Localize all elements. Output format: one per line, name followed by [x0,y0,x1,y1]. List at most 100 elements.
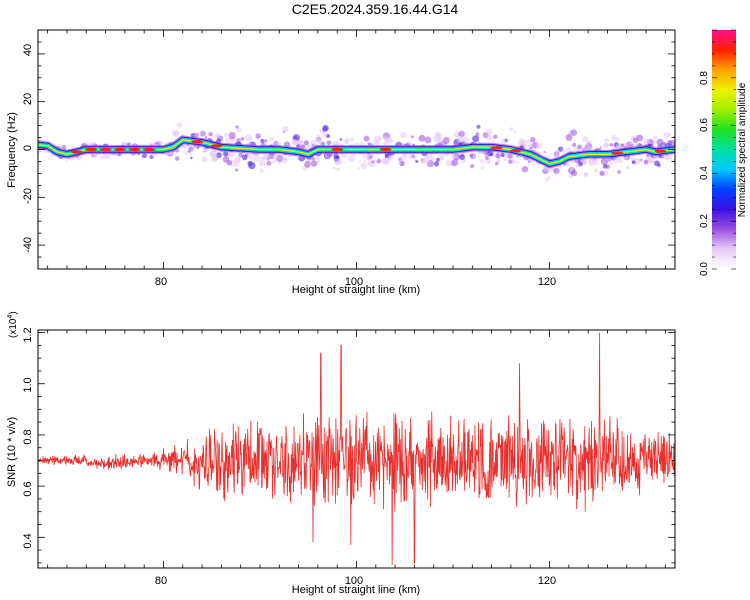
spectrogram-speckle [303,140,310,146]
colorbar-ticks [712,29,736,270]
snr-y-axis-label: SNR (10 * v/v) [6,417,18,487]
spectrogram-speckle [507,159,513,165]
spectrogram-speckle [519,137,524,143]
spectrogram-speckle [653,135,658,140]
spectrogram-speckle [606,138,609,142]
spectrogram-speckle [565,146,572,153]
spectrogram-speckle [540,152,543,155]
spectrogram-speckle [248,162,256,170]
spectrogram-speckle [535,142,543,150]
spectrogram-speckle [654,160,660,167]
spectrogram-speckle [269,136,275,142]
colorbar-tick-0.4: 0.4 [699,166,710,180]
spectrogram-y-tick-20: 20 [22,93,34,105]
spectrogram-speckle [344,137,351,144]
spectrogram-speckle [188,146,194,152]
spectrogram-x-tick-80: 80 [155,276,167,288]
spectrogram-speckle [500,138,507,145]
spectrogram-speckle [373,158,377,162]
spectrogram-speckle [282,126,289,133]
spectrogram-speckle [521,165,529,173]
spectrogram-speckle [276,154,284,162]
spectrogram-speckle [174,156,180,161]
spectrogram-speckle [236,127,242,133]
spectrogram-speckle [357,167,360,170]
spectrogram-speckle [586,140,591,146]
colorbar: 0.0 0.2 0.4 0.6 0.8 Normalized spectral … [699,29,748,276]
spectrogram-speckle [358,159,362,163]
spectrogram-speckle [594,168,599,173]
spectrogram-peak [509,149,522,153]
spectrogram-speckle [61,144,67,150]
spectrogram-speckle [621,143,624,147]
spectrogram-speckle [424,136,432,144]
spectrogram-speckle [632,137,639,143]
spectrogram-speckle [235,168,239,172]
spectrogram-speckle [485,159,491,164]
spectrogram-speckle [660,154,665,159]
spectrogram-peak [114,147,127,152]
spectrogram-speckle [258,156,262,160]
snr-y-tick-0.6: 0.6 [22,481,34,496]
spectrogram-speckle [599,146,602,149]
spectrogram-speckle [493,134,498,139]
spectrogram-speckle [300,144,306,150]
spectrogram-speckle [588,159,595,166]
spectrogram-speckle [92,141,96,145]
spectrogram-speckle [500,153,505,157]
spectrogram-peak [210,144,223,148]
spectrogram-speckle [64,160,68,163]
spectrogram-speckle [336,167,340,172]
spectrogram-speckle [577,144,583,150]
spectrogram-speckle [182,143,188,149]
spectrogram-speckle [485,128,493,135]
snr-scale-exponent: 4 [7,315,14,319]
spectrogram-peak [70,150,83,154]
spectrogram-speckle [543,150,546,154]
spectrogram-peak [490,146,503,150]
spectrogram-y-tick-0: 0 [22,145,34,151]
spectrogram-speckle [208,131,213,137]
snr-y-tick-0.8: 0.8 [22,429,34,444]
spectrogram-speckle [458,130,465,138]
spectrogram-speckle [241,152,245,156]
spectrogram-speckle [602,142,609,149]
spectrogram-speckle [322,124,329,132]
spectrogram-speckle [260,138,265,143]
snr-x-tick-100: 100 [345,575,363,587]
spectrogram-speckle [311,157,316,161]
snr-ticks [38,330,675,568]
spectrogram-speckle [141,153,147,159]
spectrogram-speckle [475,132,480,137]
snr-x-tick-80: 80 [155,575,167,587]
spectrogram-speckle [646,156,652,161]
snr-y-tick-1.0: 1.0 [22,377,34,392]
colorbar-label: Normalized spectral amplitude [737,82,748,217]
spectrogram-peak [128,147,141,152]
spectrogram-speckle [529,143,533,147]
spectrogram-speckle [437,137,444,144]
spectrogram-speckle [277,142,282,146]
chart-title: C2E5.2024.359.16.44.G14 [292,1,459,17]
spectrogram-speckle [348,154,356,162]
spectrogram-speckle [599,170,605,177]
spectrogram-speckle [317,140,322,145]
spectrogram-speckle [420,159,426,165]
spectrogram-y-tick-neg40: -40 [22,237,34,253]
spectrogram-speckle [625,165,630,170]
spectrogram-speckle [263,153,271,161]
spectrogram-speckle [310,140,317,147]
spectrogram-speckle [240,137,245,141]
spectrogram-speckle [629,141,633,145]
spectrogram-speckle [377,136,382,141]
spectrogram-speckle [264,139,268,143]
spectrogram-speckle [492,139,495,143]
spectrogram-speckle [529,146,533,150]
colorbar-fill [712,30,736,269]
spectrogram-frame [37,29,676,270]
spectrogram-speckle [291,139,299,146]
spectrogram-speckle [472,135,480,143]
spectrogram-speckle [217,133,220,137]
spectrogram-speckle [544,177,550,182]
spectrogram-speckle [609,161,613,166]
